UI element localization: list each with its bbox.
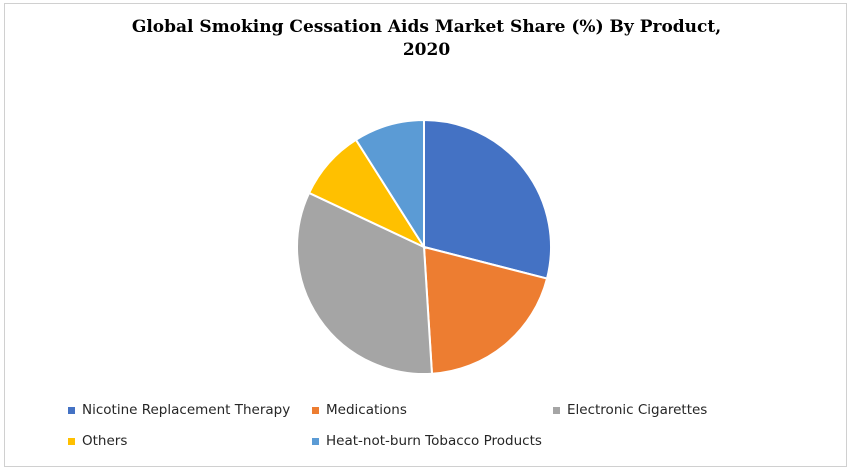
pie-slice-heat-not-burn-tobacco-products — [354, 118, 425, 251]
legend-item-medications: Medications — [312, 402, 407, 418]
chart-title-line1: Global Smoking Cessation Aids Market Sha… — [131, 17, 722, 37]
legend-label: Others — [82, 433, 128, 449]
legend-item-nicotine-replacement-therapy: Nicotine Replacement Therapy — [68, 402, 290, 418]
legend-label: Electronic Cigarettes — [567, 402, 708, 418]
legend-label: Medications — [326, 402, 407, 418]
legend-item-heat-not-burn-tobacco-products: Heat-not-burn Tobacco Products — [312, 433, 542, 449]
pie-slice-nicotine-replacement-therapy — [423, 118, 552, 280]
legend-swatch — [68, 406, 75, 414]
pie-slice-electronic-cigarettes — [296, 191, 434, 375]
legend-item-electronic-cigarettes: Electronic Cigarettes — [553, 402, 707, 418]
chart-title: Global Smoking Cessation Aids Market Sha… — [0, 16, 853, 62]
legend-swatch — [312, 437, 319, 445]
legend-swatch — [312, 406, 319, 414]
legend-swatch — [553, 406, 560, 414]
chart-title-line2: 2020 — [402, 40, 451, 60]
legend-swatch — [68, 437, 75, 445]
pie-slice-medications — [422, 245, 549, 375]
legend-label: Heat-not-burn Tobacco Products — [326, 433, 542, 449]
legend-item-others: Others — [68, 433, 127, 449]
legend-label: Nicotine Replacement Therapy — [82, 402, 291, 418]
